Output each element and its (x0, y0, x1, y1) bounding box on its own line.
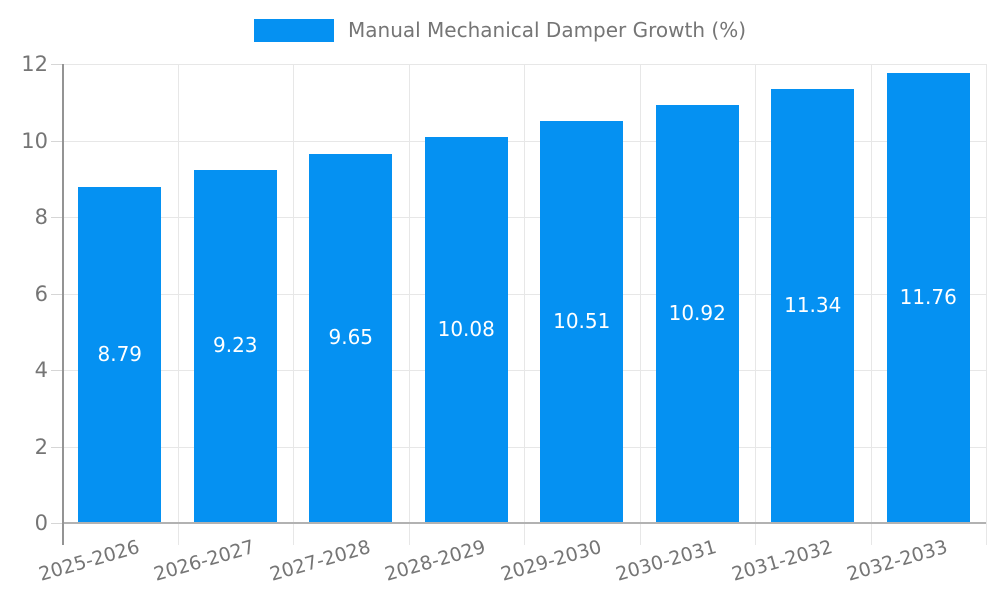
x-gridline (177, 64, 179, 545)
legend-color-swatch[interactable] (254, 18, 334, 42)
bar[interactable] (540, 120, 624, 523)
y-tick-mark (51, 217, 62, 218)
y-tick-label: 4 (34, 358, 48, 382)
y-tick-mark (51, 293, 62, 295)
y-tick-label: 2 (34, 434, 48, 459)
bar[interactable] (424, 137, 508, 523)
y-tick-mark (51, 523, 62, 524)
bar[interactable] (309, 153, 393, 523)
y-tick-label: 10 (21, 128, 48, 153)
bar[interactable] (78, 186, 162, 523)
bar[interactable] (886, 73, 970, 523)
bar-value-label: 10.08 (437, 317, 495, 342)
x-gridline (293, 64, 294, 545)
bar[interactable] (193, 169, 277, 523)
x-gridline (524, 64, 525, 545)
legend[interactable]: Manual Mechanical Damper Growth (%) (0, 18, 1000, 42)
x-gridline (986, 64, 987, 545)
y-tick-mark (51, 64, 62, 65)
y-tick-mark (51, 370, 62, 371)
y-tick-label: 0 (34, 511, 48, 535)
bar-value-label: 11.34 (784, 293, 842, 318)
x-axis-line (62, 522, 986, 524)
x-gridline (755, 64, 756, 545)
x-gridline (639, 64, 641, 545)
bar-value-label: 10.92 (668, 301, 726, 326)
bar-value-label: 10.51 (553, 308, 611, 333)
x-gridline (870, 64, 872, 545)
bar-value-label: 11.76 (899, 285, 957, 310)
bar[interactable] (655, 105, 739, 523)
legend-label[interactable]: Manual Mechanical Damper Growth (%) (348, 18, 746, 42)
y-tick-label: 8 (34, 205, 48, 229)
bar-value-label: 9.65 (328, 325, 374, 350)
bar[interactable] (771, 89, 855, 523)
y-tick-label: 6 (34, 281, 48, 306)
bar-value-label: 8.79 (97, 341, 143, 366)
y-tick-label: 12 (21, 52, 48, 76)
x-gridline (408, 64, 410, 545)
bar-value-label: 9.23 (212, 333, 258, 358)
y-tick-mark (51, 140, 62, 142)
y-tick-mark (51, 446, 62, 448)
y-axis-line (62, 64, 64, 545)
